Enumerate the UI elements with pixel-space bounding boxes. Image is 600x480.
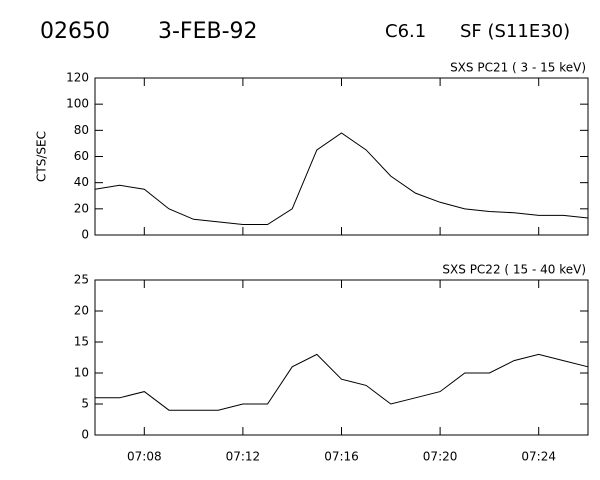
y-tick-label: 20 xyxy=(74,304,89,318)
data-line xyxy=(95,353,589,411)
y-axis-label: CTS/SEC xyxy=(35,131,49,182)
x-tick-label: 07:24 xyxy=(521,450,556,464)
y-tick-label: 25 xyxy=(74,273,89,287)
flare-location: SF (S11E30) xyxy=(460,21,570,42)
y-tick-label: 80 xyxy=(74,123,89,137)
y-tick-label: 0 xyxy=(81,428,89,442)
y-tick-label: 5 xyxy=(81,397,89,411)
panel-title: SXS PC22 ( 15 - 40 keV) xyxy=(442,263,586,277)
y-tick-label: 100 xyxy=(66,97,89,111)
x-tick-label: 07:16 xyxy=(324,450,359,464)
x-tick-label: 07:12 xyxy=(226,450,261,464)
y-tick-label: 10 xyxy=(74,366,89,380)
plot-frame xyxy=(94,279,589,436)
plot-frame xyxy=(94,77,589,236)
event-id: 02650 xyxy=(40,19,110,44)
flare-class: C6.1 xyxy=(385,21,426,42)
y-tick-label: 60 xyxy=(74,149,89,163)
event-date: 3-FEB-92 xyxy=(158,19,258,44)
panel-title: SXS PC21 ( 3 - 15 keV) xyxy=(450,61,586,75)
data-line xyxy=(94,132,589,226)
x-tick-label: 07:08 xyxy=(127,450,162,464)
y-tick-label: 15 xyxy=(74,335,89,349)
y-tick-label: 120 xyxy=(66,71,89,85)
x-tick-label: 07:20 xyxy=(423,450,458,464)
y-tick-label: 40 xyxy=(74,175,89,189)
y-tick-label: 20 xyxy=(74,201,89,215)
y-tick-label: 0 xyxy=(81,228,89,242)
